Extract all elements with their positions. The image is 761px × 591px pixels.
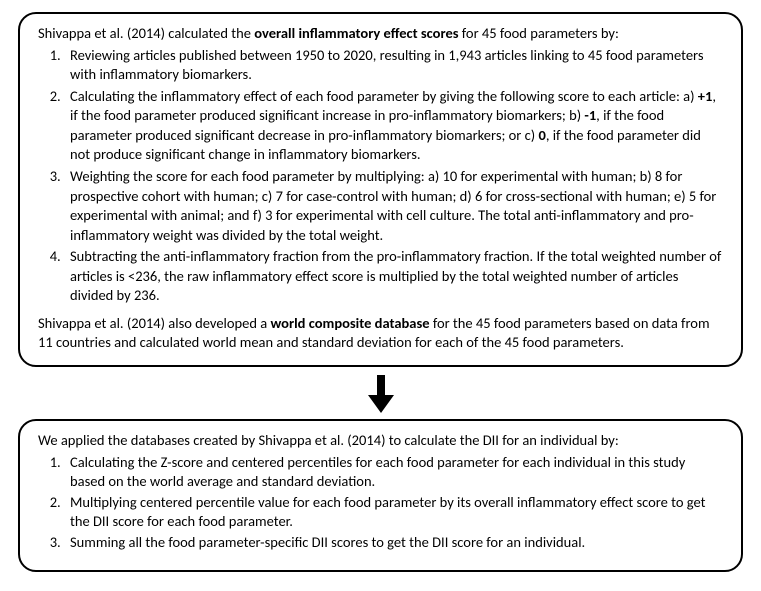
top-intro-bold: overall inflammatory effect scores bbox=[254, 24, 458, 42]
top-step2-b3: 0 bbox=[538, 126, 545, 144]
top-step-3: Weighting the score for each food parame… bbox=[64, 167, 723, 245]
top-outro-pre: Shivappa et al. (2014) also developed a bbox=[38, 314, 270, 332]
top-box: Shivappa et al. (2014) calculated the ov… bbox=[18, 12, 743, 367]
top-outro-bold: world composite database bbox=[270, 314, 429, 332]
top-intro-pre: Shivappa et al. (2014) calculated the bbox=[38, 24, 254, 42]
top-step-1: Reviewing articles published between 195… bbox=[64, 46, 723, 85]
bottom-box: We applied the databases created by Shiv… bbox=[18, 419, 743, 572]
bottom-step-1: Calculating the Z-score and centered per… bbox=[64, 453, 723, 492]
page-container: Shivappa et al. (2014) calculated the ov… bbox=[0, 0, 761, 591]
bottom-step-list: Calculating the Z-score and centered per… bbox=[38, 453, 723, 553]
top-step2-pre: Calculating the inflammatory effect of e… bbox=[70, 87, 698, 105]
top-step-2: Calculating the inflammatory effect of e… bbox=[64, 87, 723, 165]
bottom-step-2: Multiplying centered percentile value fo… bbox=[64, 493, 723, 532]
top-outro: Shivappa et al. (2014) also developed a … bbox=[38, 314, 723, 353]
top-step2-b1: +1 bbox=[698, 87, 713, 105]
top-intro: Shivappa et al. (2014) calculated the ov… bbox=[38, 24, 723, 44]
top-step-list: Reviewing articles published between 195… bbox=[38, 46, 723, 306]
arrow-container bbox=[18, 375, 743, 413]
bottom-step-3: Summing all the food parameter-specific … bbox=[64, 533, 723, 553]
bottom-intro: We applied the databases created by Shiv… bbox=[38, 431, 723, 451]
top-step2-b2: -1 bbox=[584, 106, 596, 124]
down-arrow-icon bbox=[366, 375, 396, 413]
top-intro-post: for 45 food parameters by: bbox=[459, 24, 619, 42]
top-step-4: Subtracting the anti-inflammatory fracti… bbox=[64, 247, 723, 306]
